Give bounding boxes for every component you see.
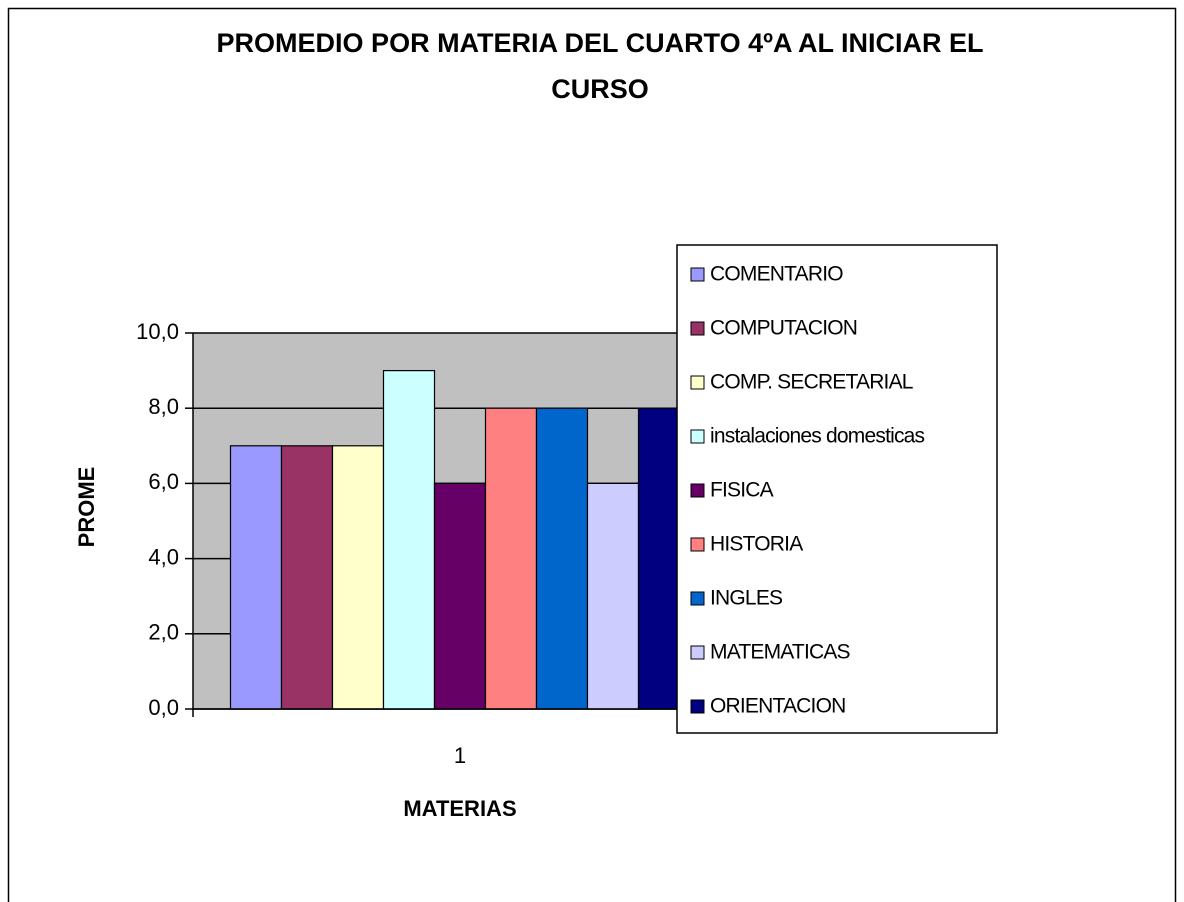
- legend-swatch: [690, 645, 705, 660]
- legend-label: HISTORIA: [710, 533, 803, 556]
- legend-label: COMENTARIO: [710, 263, 843, 286]
- bar: [229, 445, 283, 710]
- y-tick-label: 4,0: [148, 544, 179, 569]
- y-axis-title: PROME: [74, 467, 99, 548]
- legend-label: INGLES: [710, 587, 783, 610]
- legend-swatch: [690, 429, 705, 444]
- bar: [433, 482, 487, 710]
- y-tick-label: 8,0: [148, 394, 179, 419]
- bar: [331, 445, 385, 710]
- legend-label: instalaciones domesticas: [710, 425, 925, 448]
- legend-box: [676, 244, 998, 734]
- legend-swatch: [690, 591, 705, 606]
- legend-label: FISICA: [710, 479, 774, 502]
- chart-title: PROMEDIO POR MATERIA DEL CUARTO 4ºA AL I…: [216, 28, 984, 104]
- y-tick-label: 10,0: [136, 319, 179, 344]
- legend-swatch: [690, 267, 705, 282]
- bar: [586, 482, 640, 710]
- bar: [280, 445, 334, 710]
- legend-label: COMPUTACION: [710, 317, 857, 340]
- legend-label: MATEMATICAS: [710, 641, 851, 664]
- x-tick-label: 1: [454, 743, 466, 768]
- bar: [484, 407, 538, 710]
- legend-swatch: [690, 699, 705, 714]
- x-axis-title: MATERIAS: [403, 796, 516, 821]
- bar: [535, 407, 589, 710]
- legend-swatch: [690, 537, 705, 552]
- y-tick-label: 6,0: [148, 469, 179, 494]
- bar: [382, 370, 436, 710]
- legend-swatch: [690, 375, 705, 390]
- legend-swatch: [690, 321, 705, 336]
- y-tick-label: 2,0: [148, 620, 179, 645]
- legend-swatch: [690, 483, 705, 498]
- y-tick-label: 0,0: [148, 695, 179, 720]
- legend-label: COMP. SECRETARIAL: [710, 371, 913, 394]
- legend-label: ORIENTACION: [710, 695, 845, 718]
